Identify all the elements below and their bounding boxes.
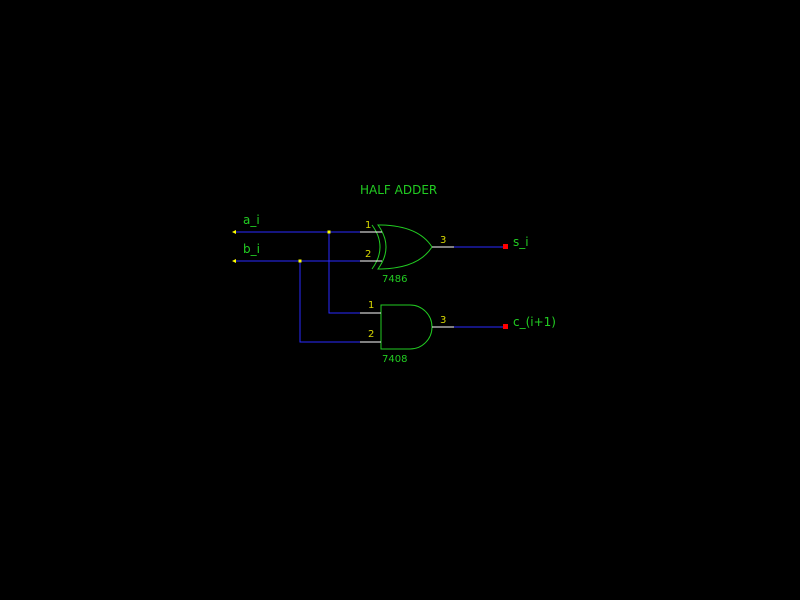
xor-pin-2-number: 2 (365, 249, 371, 260)
and-part-number: 7408 (382, 354, 407, 365)
xor-gate-shape (377, 224, 433, 270)
input-marker-a-i (232, 230, 236, 234)
junction-b-i (298, 259, 302, 263)
output-terminal-s-i (503, 244, 508, 249)
xor-pin-3-number: 3 (440, 235, 446, 246)
output-label-c-i-plus-1: c_(i+1) (513, 315, 556, 329)
output-terminal-c-i-plus-1 (503, 324, 508, 329)
and-gate-shape (380, 304, 433, 350)
xor-gate-extra-curve (371, 224, 381, 270)
xor-pin-stubs (360, 231, 454, 262)
input-label-b-i: b_i (243, 242, 260, 256)
and-pin-stubs (360, 312, 454, 343)
input-marker-b-i (232, 259, 236, 263)
and-gate: 1 2 3 7408 (360, 300, 454, 365)
and-pin-1-number: 1 (368, 300, 374, 311)
junction-a-i (327, 230, 331, 234)
input-label-a-i: a_i (243, 213, 260, 227)
xor-gate: 1 2 3 7486 (360, 220, 454, 285)
xor-gate-body (371, 224, 433, 270)
xor-pin-1-number: 1 (365, 220, 371, 231)
input-wires (235, 231, 360, 343)
and-pin-2-number: 2 (368, 329, 374, 340)
xor-part-number: 7486 (382, 274, 407, 285)
output-label-s-i: s_i (513, 235, 529, 249)
wire-a-i-to-and (328, 232, 360, 314)
output-wires (454, 246, 504, 328)
diagram-title: HALF ADDER (360, 183, 437, 197)
wire-b-i-to-and (299, 261, 360, 343)
and-pin-3-number: 3 (440, 315, 446, 326)
